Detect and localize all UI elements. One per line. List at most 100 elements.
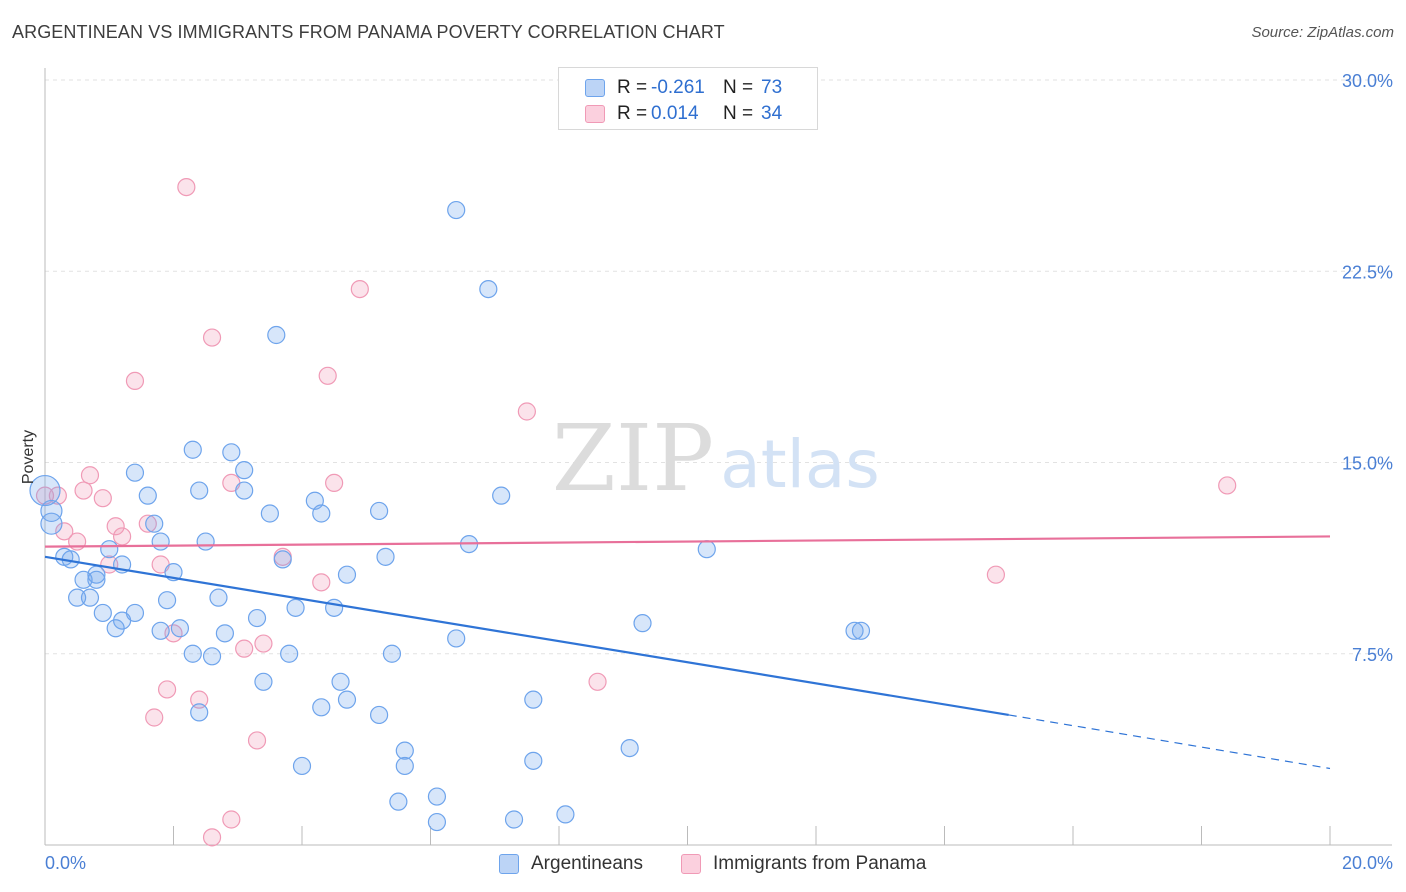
data-point-argentineans — [427, 812, 447, 832]
data-point-argentineans — [337, 565, 357, 584]
data-point-argentineans — [395, 756, 414, 776]
data-point-argentineans — [151, 532, 170, 551]
trendline-panama — [44, 535, 1331, 548]
data-point-argentineans — [80, 588, 100, 607]
data-point-argentineans — [312, 504, 331, 523]
y-tick-label: 15.0% — [1342, 454, 1393, 474]
x-tick-label: 0.0% — [45, 853, 86, 873]
data-point-panama — [254, 634, 273, 653]
data-point-panama — [350, 280, 369, 299]
data-point-panama — [312, 573, 331, 592]
legend-row-panama: R = 0.014 N = 34 — [585, 102, 782, 126]
data-point-argentineans — [29, 474, 61, 507]
data-point-argentineans — [292, 756, 312, 776]
data-point-argentineans — [267, 325, 286, 345]
data-point-argentineans — [620, 738, 639, 758]
data-point-argentineans — [157, 591, 177, 610]
y-tick-label: 7.5% — [1352, 645, 1393, 665]
tick-layer: 7.5% 15.0% 22.5% 30.0% 0.0% 20.0% Poverty — [20, 71, 1393, 873]
data-point-panama — [125, 371, 145, 390]
data-point-argentineans — [845, 621, 864, 640]
data-point-panama — [74, 481, 93, 500]
data-point-panama — [1218, 476, 1237, 495]
data-point-argentineans — [93, 603, 112, 623]
chart-source: Source: ZipAtlas.com — [1251, 24, 1394, 41]
legend-swatch-argentineans — [585, 79, 605, 97]
axis-layer — [44, 68, 1392, 846]
data-point-argentineans — [190, 481, 209, 500]
data-point-argentineans — [389, 792, 408, 811]
data-point-argentineans — [125, 463, 145, 482]
data-point-panama — [318, 366, 337, 385]
trend-layer — [44, 535, 1331, 770]
bottom-legend-swatch-argentineans — [499, 854, 519, 874]
data-point-argentineans — [479, 280, 498, 299]
grid-layer — [45, 79, 1392, 655]
points-layer — [29, 178, 1237, 847]
trendline-argentineans-extension — [1008, 714, 1331, 770]
data-point-argentineans — [106, 619, 125, 638]
data-point-argentineans — [145, 514, 164, 533]
data-point-argentineans — [196, 532, 215, 551]
data-point-argentineans — [68, 588, 87, 607]
data-point-argentineans — [100, 540, 119, 559]
data-point-argentineans — [382, 644, 402, 663]
data-point-argentineans — [202, 647, 222, 666]
data-point-argentineans — [190, 703, 209, 722]
watermark: ZIP atlas — [552, 405, 880, 512]
data-point-argentineans — [235, 481, 254, 500]
data-point-argentineans — [215, 624, 234, 643]
data-point-panama — [588, 672, 607, 691]
data-point-panama — [55, 522, 74, 541]
trendline-argentineans — [44, 555, 1009, 717]
data-point-argentineans — [325, 598, 344, 617]
data-point-panama — [247, 731, 267, 750]
legend-r-label: R = — [617, 77, 648, 98]
legend-n-label: N = — [723, 77, 754, 98]
data-point-argentineans — [524, 690, 543, 709]
data-point-panama — [35, 486, 55, 505]
data-point-argentineans — [138, 486, 157, 505]
legend-n-label: N = — [723, 103, 754, 124]
data-point-argentineans — [851, 621, 871, 640]
data-point-argentineans — [273, 550, 292, 569]
data-point-argentineans — [556, 805, 575, 824]
data-point-argentineans — [286, 598, 305, 617]
data-point-panama — [517, 402, 536, 421]
data-point-argentineans — [254, 672, 273, 691]
legend-r-label: R = — [617, 103, 648, 124]
data-point-argentineans — [151, 621, 170, 640]
data-point-panama — [145, 708, 164, 727]
data-point-argentineans — [337, 690, 357, 709]
data-point-argentineans — [633, 614, 652, 633]
bottom-legend-argentineans: Argentineans — [499, 851, 643, 877]
data-point-argentineans — [376, 547, 395, 566]
data-point-argentineans — [87, 570, 106, 589]
watermark-atlas: atlas — [720, 426, 880, 503]
data-point-argentineans — [170, 619, 190, 638]
bottom-legend-label-argentineans: Argentineans — [531, 853, 643, 874]
y-tick-label: 22.5% — [1342, 262, 1393, 282]
data-point-panama — [235, 639, 254, 658]
data-point-argentineans — [183, 644, 202, 663]
data-point-argentineans — [260, 504, 279, 523]
data-point-argentineans — [447, 200, 466, 220]
data-point-panama — [48, 486, 67, 505]
data-point-argentineans — [427, 787, 447, 806]
watermark-zip: ZIP — [552, 405, 714, 512]
data-point-panama — [157, 680, 177, 699]
data-point-argentineans — [524, 751, 543, 770]
x-tick-label: 20.0% — [1342, 853, 1393, 873]
data-point-argentineans — [222, 443, 241, 462]
data-point-argentineans — [370, 705, 389, 725]
data-point-argentineans — [697, 540, 716, 559]
data-point-argentineans — [492, 486, 511, 505]
bottom-legend-panama: Immigrants from Panama — [681, 851, 926, 877]
data-point-panama — [222, 810, 241, 829]
chart-title: ARGENTINEAN VS IMMIGRANTS FROM PANAMA PO… — [12, 22, 725, 42]
data-point-argentineans — [370, 501, 389, 521]
legend-n-value: 34 — [761, 103, 783, 124]
correlation-legend: R = -0.261 N = 73 R = 0.014 N = 34 — [558, 67, 818, 130]
data-point-panama — [202, 828, 222, 847]
